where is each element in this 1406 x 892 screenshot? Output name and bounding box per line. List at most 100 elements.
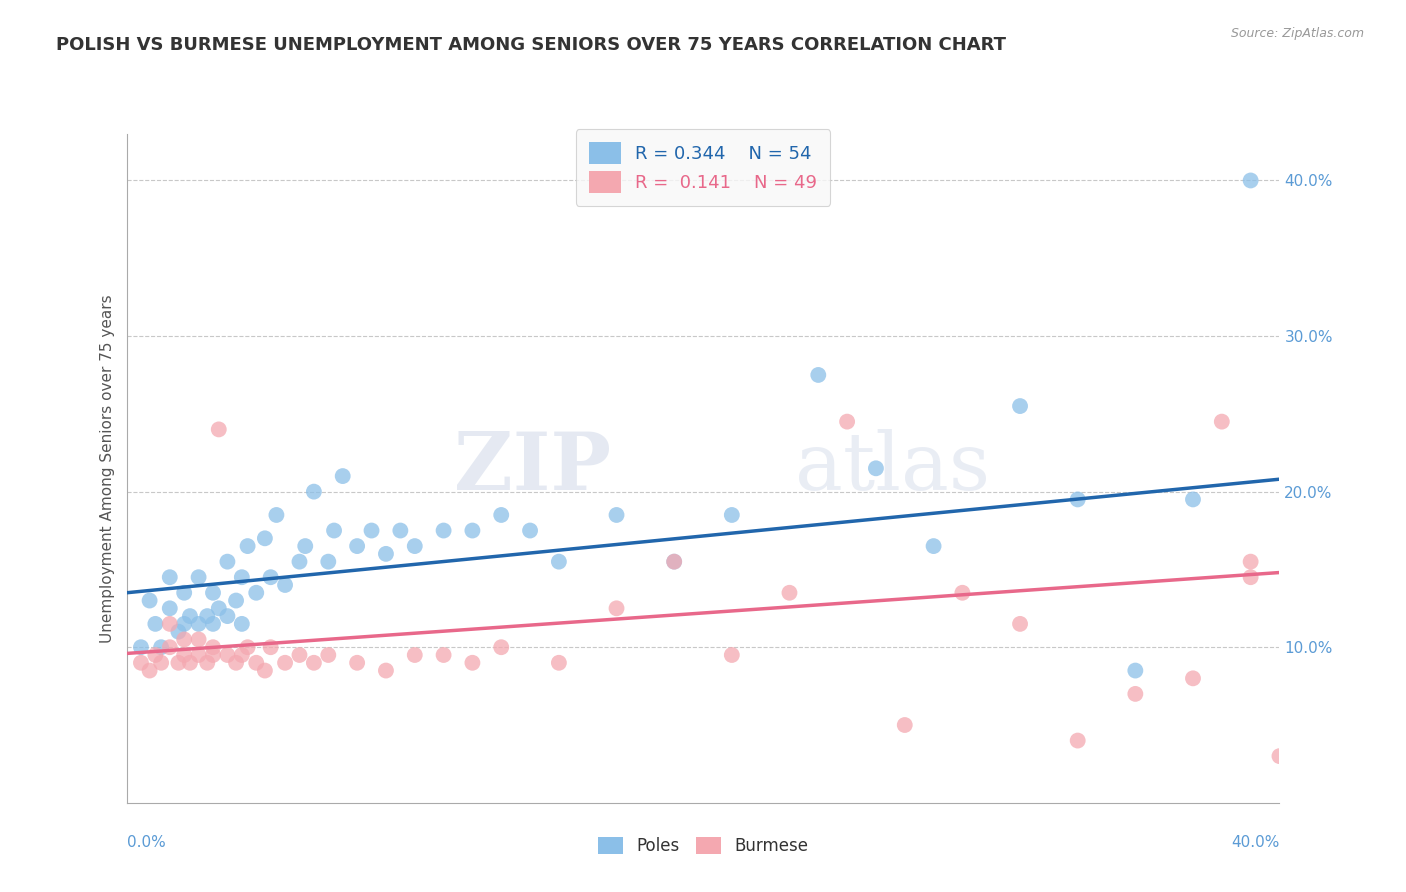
Point	[950, 586, 973, 600]
Point	[346, 539, 368, 553]
Point	[187, 570, 209, 584]
Point	[245, 656, 267, 670]
Point	[138, 664, 160, 678]
Point	[865, 461, 887, 475]
Point	[894, 718, 917, 732]
Point	[202, 586, 225, 600]
Point	[835, 415, 858, 429]
Point	[231, 616, 253, 631]
Point	[519, 524, 541, 538]
Point	[461, 524, 484, 538]
Point	[404, 648, 426, 662]
Point	[129, 640, 152, 655]
Point	[173, 648, 195, 662]
Point	[1240, 570, 1263, 584]
Point	[720, 508, 742, 522]
Point	[187, 616, 209, 631]
Point	[288, 648, 311, 662]
Text: atlas: atlas	[796, 429, 990, 508]
Point	[288, 555, 311, 569]
Point	[167, 656, 190, 670]
Point	[208, 601, 231, 615]
Point	[202, 616, 225, 631]
Point	[145, 648, 166, 662]
Point	[1181, 492, 1204, 507]
Point	[489, 508, 512, 522]
Point	[259, 640, 281, 655]
Point	[1240, 173, 1263, 187]
Point	[433, 648, 456, 662]
Point	[253, 664, 276, 678]
Point	[150, 640, 173, 655]
Point	[179, 656, 201, 670]
Point	[605, 601, 627, 615]
Point	[346, 656, 368, 670]
Point	[231, 648, 253, 662]
Point	[253, 531, 276, 545]
Point	[548, 555, 571, 569]
Point	[1067, 492, 1090, 507]
Text: ZIP: ZIP	[454, 429, 610, 508]
Point	[779, 586, 801, 600]
Point	[720, 648, 742, 662]
Point	[208, 422, 231, 436]
Point	[302, 484, 325, 499]
Text: 0.0%: 0.0%	[127, 836, 166, 850]
Point	[605, 508, 627, 522]
Point	[129, 656, 152, 670]
Point	[231, 570, 253, 584]
Point	[145, 616, 166, 631]
Point	[274, 656, 297, 670]
Point	[187, 632, 209, 647]
Point	[374, 547, 398, 561]
Point	[217, 648, 239, 662]
Point	[1123, 687, 1146, 701]
Point	[225, 656, 247, 670]
Text: Source: ZipAtlas.com: Source: ZipAtlas.com	[1230, 27, 1364, 40]
Point	[217, 609, 239, 624]
Point	[360, 524, 382, 538]
Point	[159, 570, 181, 584]
Point	[259, 570, 281, 584]
Point	[245, 586, 267, 600]
Point	[318, 648, 340, 662]
Point	[187, 648, 209, 662]
Point	[217, 555, 239, 569]
Point	[1211, 415, 1233, 429]
Point	[433, 524, 456, 538]
Point	[179, 609, 201, 624]
Point	[274, 578, 297, 592]
Point	[374, 664, 398, 678]
Text: 40.0%: 40.0%	[1232, 836, 1279, 850]
Point	[202, 648, 225, 662]
Y-axis label: Unemployment Among Seniors over 75 years: Unemployment Among Seniors over 75 years	[100, 294, 115, 642]
Point	[489, 640, 512, 655]
Point	[159, 616, 181, 631]
Point	[664, 555, 686, 569]
Point	[236, 539, 259, 553]
Point	[922, 539, 945, 553]
Point	[173, 616, 195, 631]
Point	[318, 555, 340, 569]
Point	[1067, 733, 1090, 747]
Point	[167, 624, 190, 639]
Point	[195, 656, 218, 670]
Point	[173, 586, 195, 600]
Point	[150, 656, 173, 670]
Point	[1268, 749, 1291, 764]
Point	[159, 601, 181, 615]
Point	[1240, 555, 1263, 569]
Legend: R = 0.344    N = 54, R =  0.141    N = 49: R = 0.344 N = 54, R = 0.141 N = 49	[576, 129, 830, 206]
Point	[664, 555, 686, 569]
Point	[294, 539, 316, 553]
Point	[173, 632, 195, 647]
Point	[159, 640, 181, 655]
Point	[1181, 671, 1204, 685]
Point	[266, 508, 288, 522]
Point	[332, 469, 354, 483]
Point	[138, 593, 160, 607]
Point	[225, 593, 247, 607]
Point	[404, 539, 426, 553]
Legend: Poles, Burmese: Poles, Burmese	[591, 830, 815, 862]
Point	[1008, 616, 1031, 631]
